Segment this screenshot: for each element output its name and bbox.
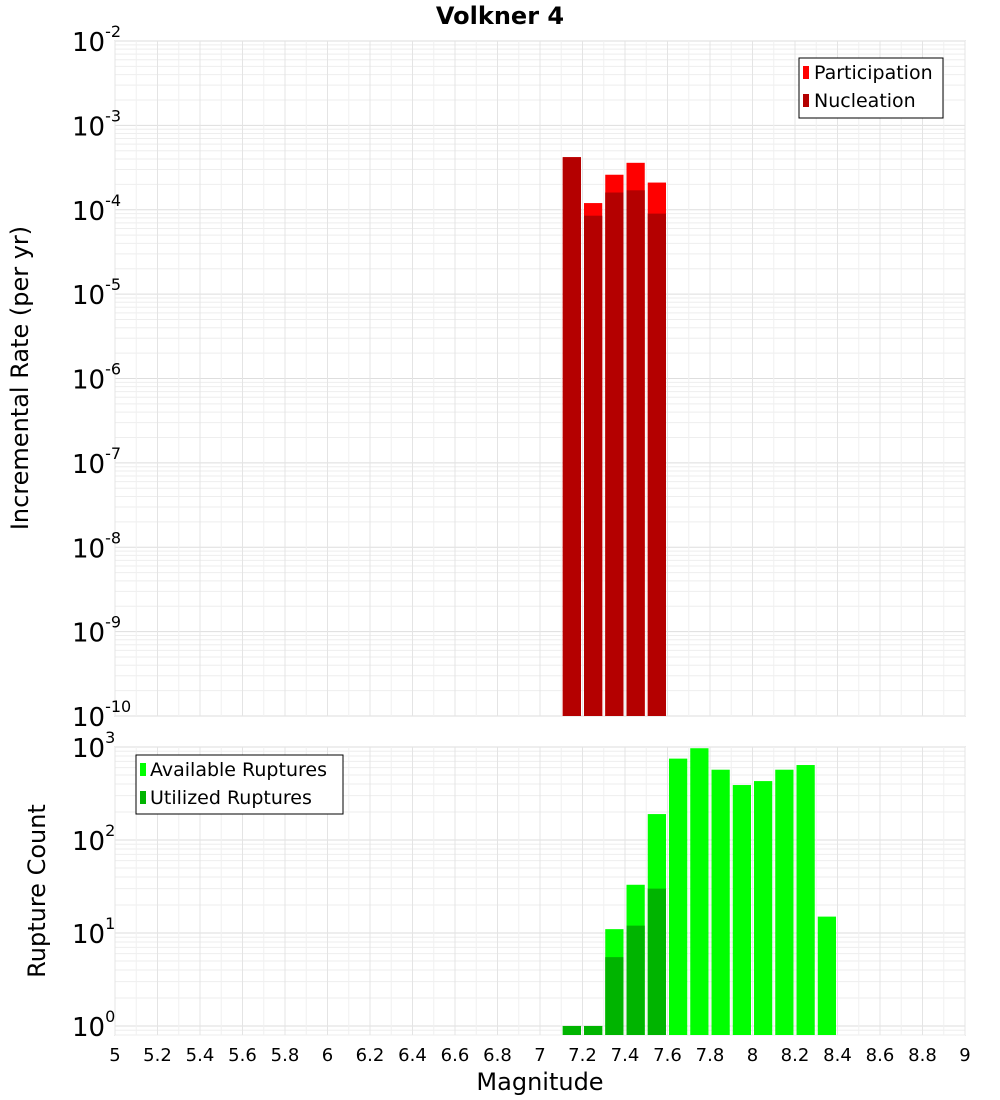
bottom-bars xyxy=(562,748,836,1035)
x-tick-label: 8.6 xyxy=(866,1045,895,1066)
top-legend: Participation Nucleation xyxy=(798,57,944,119)
y-tick-label: 10-4 xyxy=(72,191,121,227)
x-tick-label: 7.8 xyxy=(696,1045,725,1066)
y-tick-label: 10-2 xyxy=(72,22,121,58)
x-tick-label: 5.6 xyxy=(228,1045,257,1066)
nucleation-bar xyxy=(647,213,666,717)
available-ruptures-bar xyxy=(754,781,773,1035)
available-ruptures-bar xyxy=(775,769,794,1035)
top-legend-box xyxy=(798,57,944,119)
y-tick-label: 10-8 xyxy=(72,528,121,564)
x-tick-label: 6.8 xyxy=(483,1045,512,1066)
bottom-gridlines xyxy=(114,746,966,1036)
utilized-ruptures-legend-swatch xyxy=(140,791,146,804)
utilized-ruptures-bar xyxy=(647,888,666,1035)
available-ruptures-bar xyxy=(711,769,730,1035)
nucleation-bar xyxy=(562,157,581,717)
utilized-ruptures-bar xyxy=(605,957,624,1035)
utilized-ruptures-bar xyxy=(562,1025,581,1035)
bottom-panel: 103 102 101 100 5 5.2 5.4 5.6 5.8 6 6.2 6.4 6.6 6.8 7… xyxy=(23,728,971,1096)
x-tick-label: 5.2 xyxy=(143,1045,172,1066)
participation-legend-swatch xyxy=(803,66,809,79)
bottom-legend: Available Ruptures Utilized Ruptures xyxy=(135,754,344,815)
y-tick-label: 103 xyxy=(72,728,115,764)
nucleation-bar xyxy=(626,190,645,716)
nucleation-legend-label: Nucleation xyxy=(814,90,916,112)
y-tick-label: 10-10 xyxy=(72,697,131,733)
x-tick-label: 8.2 xyxy=(781,1045,810,1066)
x-tick-label: 5.8 xyxy=(271,1045,300,1066)
x-tick-label: 9 xyxy=(959,1045,970,1066)
y-tick-label: 10-6 xyxy=(72,360,121,396)
x-tick-label: 5 xyxy=(109,1045,120,1066)
x-tick-label: 5.4 xyxy=(186,1045,215,1066)
x-tick-label: 8.8 xyxy=(908,1045,937,1066)
participation-legend-label: Participation xyxy=(814,62,933,84)
top-y-axis-label: Incremental Rate (per yr) xyxy=(6,226,34,530)
x-tick-label: 6 xyxy=(322,1045,333,1066)
top-bars xyxy=(562,157,666,717)
utilized-ruptures-bar xyxy=(584,1025,603,1035)
x-tick-label: 6.6 xyxy=(441,1045,470,1066)
top-gridlines xyxy=(114,40,966,717)
available-ruptures-bar xyxy=(732,785,751,1035)
chart-title: Volkner 4 xyxy=(436,2,564,30)
available-ruptures-bar xyxy=(796,765,815,1035)
available-ruptures-legend-label: Available Ruptures xyxy=(150,759,327,781)
x-tick-label: 6.4 xyxy=(398,1045,427,1066)
y-tick-label: 10-5 xyxy=(72,275,121,311)
available-ruptures-legend-swatch xyxy=(140,763,146,776)
x-axis-label: Magnitude xyxy=(476,1068,603,1096)
y-tick-label: 100 xyxy=(72,1007,115,1043)
y-tick-label: 10-3 xyxy=(72,106,121,142)
x-ticks: 5 5.2 5.4 5.6 5.8 6 6.2 6.4 6.6 6.8 7 7.2 7.4 7.6 7.8 8… xyxy=(109,1045,970,1066)
bottom-legend-box xyxy=(135,754,344,815)
top-y-ticks: 10-2 10-3 10-4 10-5 10-6 10-7 10-8 10-9 10-10 xyxy=(72,22,131,733)
x-tick-label: 8 xyxy=(747,1045,758,1066)
top-panel: 10-2 10-3 10-4 10-5 10-6 10-7 10-8 10-9 10-10 In… xyxy=(6,22,966,733)
nucleation-legend-swatch xyxy=(803,94,809,107)
x-tick-label: 8.4 xyxy=(823,1045,852,1066)
bottom-y-axis-label: Rupture Count xyxy=(23,804,51,978)
bottom-y-ticks: 103 102 101 100 xyxy=(72,728,115,1043)
x-tick-label: 6.2 xyxy=(356,1045,385,1066)
y-tick-label: 10-7 xyxy=(72,444,121,480)
available-ruptures-bar xyxy=(690,748,709,1035)
nucleation-bar xyxy=(605,192,624,717)
nucleation-bar xyxy=(584,215,603,717)
available-ruptures-bar xyxy=(817,916,836,1035)
y-tick-label: 101 xyxy=(72,914,115,950)
utilized-ruptures-legend-label: Utilized Ruptures xyxy=(150,787,312,809)
x-tick-label: 7 xyxy=(534,1045,545,1066)
x-tick-label: 7.6 xyxy=(653,1045,682,1066)
available-ruptures-bar xyxy=(669,758,688,1035)
utilized-ruptures-bar xyxy=(626,925,645,1035)
x-tick-label: 7.4 xyxy=(611,1045,640,1066)
y-tick-label: 10-9 xyxy=(72,613,121,649)
x-tick-label: 7.2 xyxy=(568,1045,597,1066)
y-tick-label: 102 xyxy=(72,821,115,857)
